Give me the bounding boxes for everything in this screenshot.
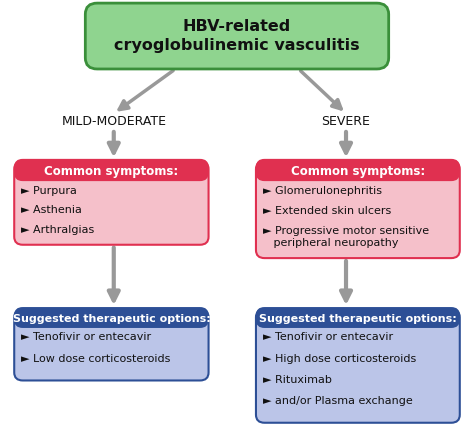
Text: SEVERE: SEVERE xyxy=(321,114,371,128)
FancyBboxPatch shape xyxy=(256,307,460,328)
Text: HBV-related
cryoglobulinemic vasculitis: HBV-related cryoglobulinemic vasculitis xyxy=(114,19,360,53)
FancyBboxPatch shape xyxy=(14,309,209,380)
Text: ► and/or Plasma exchange: ► and/or Plasma exchange xyxy=(263,396,413,406)
FancyBboxPatch shape xyxy=(14,307,209,328)
FancyBboxPatch shape xyxy=(14,159,209,181)
Text: ► High dose corticosteroids: ► High dose corticosteroids xyxy=(263,354,416,364)
FancyBboxPatch shape xyxy=(256,159,460,181)
Text: ► Tenofivir or entecavir: ► Tenofivir or entecavir xyxy=(21,332,152,342)
Text: MILD-MODERATE: MILD-MODERATE xyxy=(61,114,166,128)
Text: ► Glomerulonephritis: ► Glomerulonephritis xyxy=(263,186,382,196)
Text: Common symptoms:: Common symptoms: xyxy=(44,165,179,178)
Text: ► Low dose corticosteroids: ► Low dose corticosteroids xyxy=(21,354,171,364)
Text: Suggested therapeutic options:: Suggested therapeutic options: xyxy=(259,314,457,324)
Text: ► Arthralgias: ► Arthralgias xyxy=(21,225,95,235)
FancyBboxPatch shape xyxy=(256,309,460,423)
FancyBboxPatch shape xyxy=(85,3,389,69)
FancyBboxPatch shape xyxy=(14,161,209,245)
Text: ► Progressive motor sensitive
   peripheral neuropathy: ► Progressive motor sensitive peripheral… xyxy=(263,226,429,248)
Text: ► Rituximab: ► Rituximab xyxy=(263,375,332,385)
Text: Suggested therapeutic options:: Suggested therapeutic options: xyxy=(12,314,210,324)
Text: Common symptoms:: Common symptoms: xyxy=(291,165,425,178)
Text: ► Purpura: ► Purpura xyxy=(21,186,77,195)
Text: ► Tenofivir or entecavir: ► Tenofivir or entecavir xyxy=(263,332,393,342)
FancyBboxPatch shape xyxy=(256,161,460,258)
Text: ► Extended skin ulcers: ► Extended skin ulcers xyxy=(263,206,392,216)
Text: ► Asthenia: ► Asthenia xyxy=(21,205,82,215)
